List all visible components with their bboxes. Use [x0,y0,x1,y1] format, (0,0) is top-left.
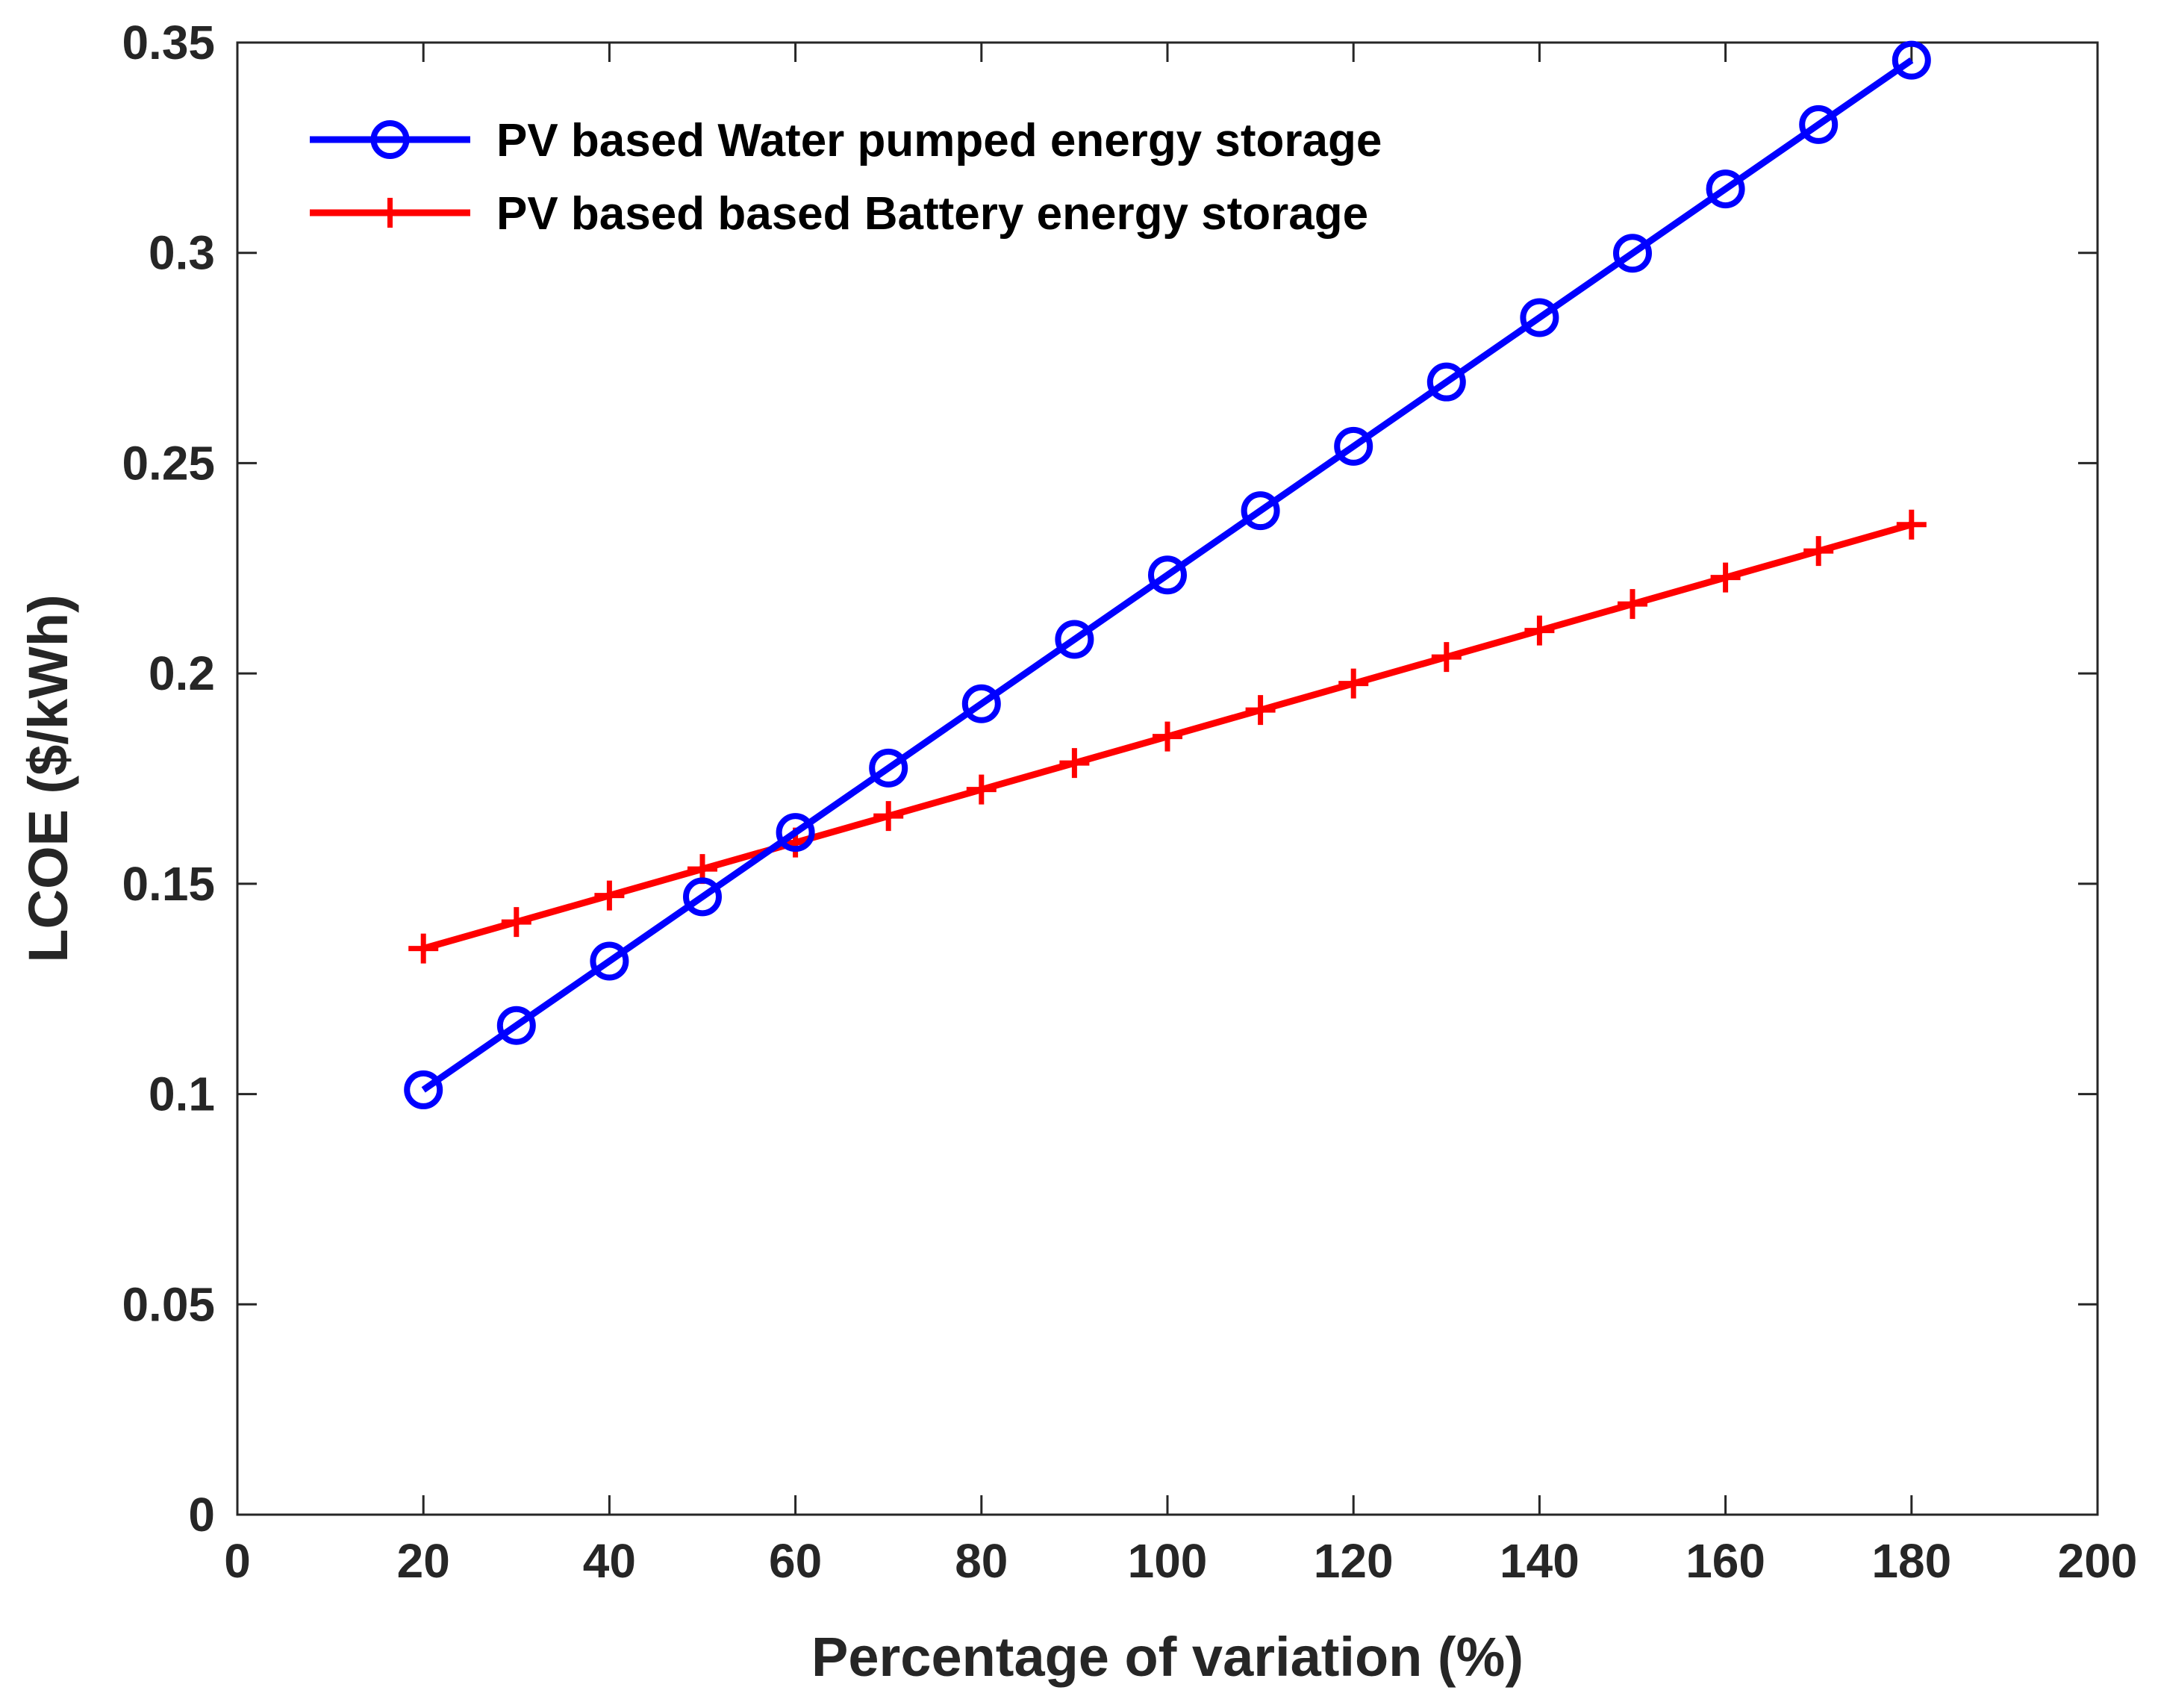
y-tick-label: 0.1 [149,1068,215,1121]
data-point-battery [873,801,904,832]
legend: PV based Water pumped energy storage PV … [310,115,1382,240]
series-water-pumped [404,40,1931,1109]
data-point-battery [1059,748,1090,779]
data-point-battery [1710,562,1741,593]
y-tick-label: 0.25 [122,436,215,490]
data-point-battery [1896,509,1927,540]
x-axis-ticks: 0 20 40 60 80 100 120 140 160 180 200 [224,43,2137,1588]
data-point-water-pumped [590,941,629,981]
data-point-battery [1431,642,1462,673]
data-point-water-pumped [496,1006,536,1045]
data-point-battery [1524,615,1555,646]
data-point-water-pumped [1892,40,1931,80]
y-tick-label: 0.15 [122,857,215,911]
x-tick-label: 120 [1314,1534,1394,1588]
x-tick-label: 160 [1685,1534,1765,1588]
legend-marker-plus [375,198,405,228]
x-tick-label: 80 [955,1534,1008,1588]
legend-marker-circle [370,120,410,159]
x-axis-title: Percentage of variation (%) [811,1626,1524,1688]
series-battery [408,509,1927,964]
y-axis-ticks: 0 0.05 0.1 0.15 0.2 0.25 0.3 0.35 [122,16,2098,1542]
y-tick-label: 0.2 [149,646,215,700]
y-axis-title: LCOE ($/kWh) [17,594,79,962]
y-tick-label: 0 [188,1488,215,1542]
data-point-water-pumped [1706,169,1745,209]
data-point-water-pumped [1334,426,1373,466]
y-tick-label: 0.05 [122,1277,215,1331]
data-point-water-pumped [1241,491,1280,531]
series-layer [404,40,1931,1109]
x-tick-label: 200 [2058,1534,2138,1588]
data-point-battery [1245,695,1276,726]
x-tick-label: 40 [583,1534,636,1588]
data-point-battery [966,774,997,805]
data-point-battery [408,933,439,964]
data-point-water-pumped [776,813,815,853]
data-point-water-pumped [1426,362,1466,402]
y-tick-label: 0.3 [149,226,215,280]
data-point-battery [1338,668,1369,699]
data-point-water-pumped [1055,620,1094,659]
data-point-water-pumped [1613,234,1652,273]
legend-entry-battery: PV based based Battery energy storage [310,188,1368,240]
data-point-water-pumped [1799,105,1839,144]
x-tick-label: 140 [1500,1534,1579,1588]
legend-label-battery: PV based based Battery energy storage [496,188,1368,240]
data-point-water-pumped [869,748,908,788]
data-point-battery [594,880,625,911]
x-tick-label: 20 [397,1534,450,1588]
data-point-battery [1153,721,1182,752]
data-point-battery [1618,589,1647,620]
data-point-water-pumped [961,684,1001,723]
legend-plus-shape [375,198,405,228]
data-point-battery [501,907,531,938]
data-point-battery [1803,536,1834,567]
data-point-water-pumped [683,877,722,917]
data-point-water-pumped [1520,298,1559,337]
x-tick-label: 100 [1128,1534,1208,1588]
y-tick-label: 0.35 [122,16,215,69]
legend-label-water-pumped: PV based Water pumped energy storage [496,115,1382,166]
data-point-water-pumped [1148,555,1187,595]
x-tick-label: 0 [224,1534,251,1588]
x-tick-label: 60 [769,1534,822,1588]
legend-entry-water-pumped: PV based Water pumped energy storage [310,115,1382,166]
series-line-water-pumped [421,57,1914,1093]
data-point-water-pumped [404,1070,443,1109]
x-tick-label: 180 [1871,1534,1951,1588]
